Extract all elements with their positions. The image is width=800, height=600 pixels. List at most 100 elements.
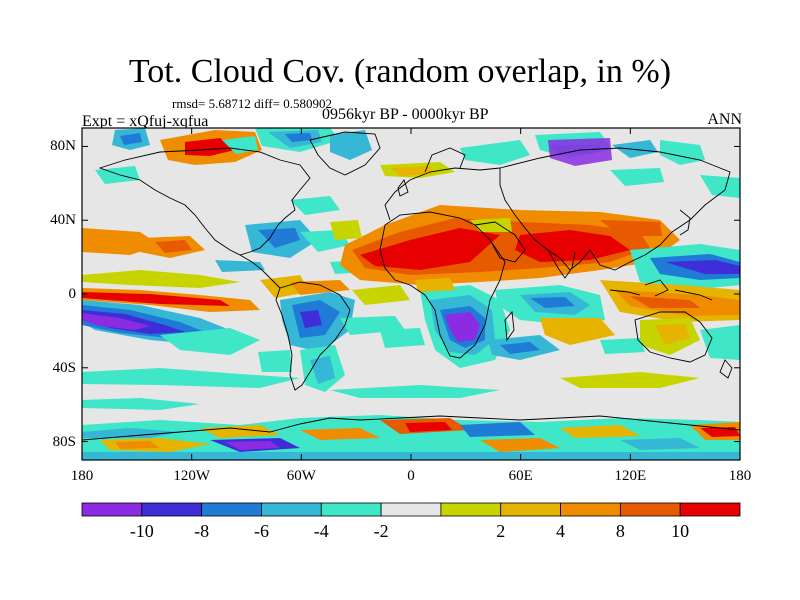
europe-coast [384, 167, 501, 221]
colorbar-label: -10 [129, 521, 154, 541]
anomaly-patch [82, 428, 180, 438]
anomaly-patch [300, 310, 322, 328]
anomaly-patch [600, 338, 645, 354]
colorbar-swatch [261, 502, 322, 517]
colorbar-label: -2 [373, 521, 389, 541]
anomaly-patch [82, 313, 150, 330]
lat-tick-label: 40N [50, 212, 76, 229]
lon-tick-label: 180 [728, 468, 752, 484]
australia-coast [634, 311, 713, 363]
anomaly-patch [665, 260, 740, 274]
experiment-label: Expt = xQfuj-xqfua [82, 113, 209, 130]
anomaly-patch [200, 425, 280, 438]
anomaly-patch [330, 130, 372, 160]
anomaly-patch [215, 260, 265, 272]
colorbar-label: 2 [496, 521, 506, 541]
japan-coast [679, 209, 691, 236]
lon-tick-label: 180 [70, 468, 94, 484]
coastlines [82, 131, 740, 441]
anomaly-patch [360, 228, 500, 270]
anomaly-patch [620, 438, 700, 450]
lat-tick-label: 40S [52, 359, 76, 376]
plot-title: Tot. Cloud Cov. (random overlap, in %) [128, 53, 672, 90]
anomaly-patch [655, 324, 690, 345]
anomaly-patch [222, 136, 258, 154]
lon-tick-label: 120E [614, 468, 647, 484]
colorbar-swatch [320, 502, 382, 517]
colorbar-swatch [679, 502, 741, 517]
colorbar-label: -6 [253, 521, 269, 541]
anomaly-patch [160, 328, 260, 355]
anomaly-patch [330, 220, 362, 240]
anomaly-patch [470, 218, 512, 232]
anomaly-patch [390, 166, 432, 176]
anomaly-patch [700, 427, 740, 437]
colorbar-swatch [500, 502, 561, 517]
asia-coast [499, 147, 731, 271]
anomaly-patch [515, 230, 630, 262]
indonesia-coast [609, 279, 713, 301]
anomaly-patch [700, 325, 740, 360]
anomaly-patch [500, 342, 540, 354]
india-coast [547, 249, 576, 279]
anomaly-patch [225, 441, 280, 450]
anomaly-patch [300, 428, 380, 440]
colorbar-label: -8 [194, 521, 210, 541]
madagascar-coast [504, 310, 515, 342]
colorbar-swatch [201, 502, 262, 517]
anomaly-patch [548, 138, 612, 166]
uk-coast [397, 179, 409, 197]
colorbar-swatch [619, 502, 681, 517]
lat-tick-label: 0 [68, 286, 77, 302]
stats-text: rmsd= 5.68712 diff= 0.580902 [172, 96, 332, 111]
anomaly-patch [530, 297, 575, 308]
lon-tick-label: 0 [407, 468, 415, 484]
colorbar-swatch [141, 502, 203, 517]
lon-tick-label: 60W [286, 468, 316, 484]
anomaly-patch [460, 422, 535, 437]
greenland-coast [309, 131, 381, 176]
anomaly-patch [630, 296, 700, 308]
scandinavia-coast [424, 147, 466, 173]
colorbar-swatch [440, 502, 502, 517]
anomaly-patch [405, 422, 452, 432]
anomaly-patch [82, 398, 200, 410]
anomaly-patch [82, 292, 230, 306]
lat-tick-label: 80S [52, 433, 76, 450]
anomaly-patch [290, 196, 340, 215]
anomaly-patch [290, 280, 350, 295]
anomaly-patch [415, 278, 455, 292]
anomaly-patch [185, 138, 235, 156]
north-america-coast [98, 147, 311, 256]
anomaly-patch [330, 385, 500, 398]
anomaly-patch [120, 133, 142, 145]
anomaly-patch [480, 438, 560, 452]
south-america-coast [275, 281, 351, 391]
anomaly-patch [82, 368, 300, 388]
anomaly-patch [460, 140, 530, 165]
anomaly-patch [82, 270, 240, 288]
lon-tick-label: 60E [508, 468, 533, 484]
season-label: ANN [707, 111, 742, 128]
colorbar-swatch [560, 502, 621, 517]
anomaly-patch [352, 285, 410, 305]
anomaly-patch [285, 133, 312, 142]
anomaly-patch [560, 372, 700, 388]
anomaly-patch [445, 312, 480, 342]
anomaly-patch [258, 228, 300, 248]
anomaly-patch [700, 175, 740, 198]
arabia-coast [474, 221, 526, 263]
antarctica-coast [82, 415, 740, 441]
anomaly-patch [115, 441, 160, 449]
africa-coast [379, 211, 506, 359]
anomaly-patch [612, 140, 658, 158]
anomaly-patch [380, 328, 425, 348]
colorbar-label: 10 [671, 521, 690, 541]
period-label: 0956kyr BP - 0000kyr BP [322, 106, 489, 123]
anomaly-patch [310, 356, 335, 384]
cloud-anomaly-field [82, 128, 740, 460]
anomaly-patch [258, 350, 292, 372]
lon-tick-label: 120W [173, 468, 210, 484]
central-america-coast [239, 254, 281, 289]
